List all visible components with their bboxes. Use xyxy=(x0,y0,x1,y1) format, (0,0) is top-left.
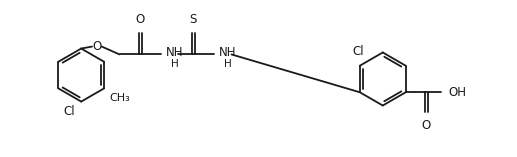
Text: O: O xyxy=(135,13,145,26)
Text: O: O xyxy=(93,40,101,53)
Text: O: O xyxy=(422,119,431,132)
Text: H: H xyxy=(171,59,178,69)
Text: NH: NH xyxy=(219,46,236,59)
Text: NH: NH xyxy=(165,46,183,59)
Text: Cl: Cl xyxy=(64,105,75,118)
Text: OH: OH xyxy=(448,86,466,99)
Text: S: S xyxy=(190,13,197,26)
Text: CH₃: CH₃ xyxy=(109,93,130,103)
Text: H: H xyxy=(224,59,232,69)
Text: Cl: Cl xyxy=(352,45,363,58)
